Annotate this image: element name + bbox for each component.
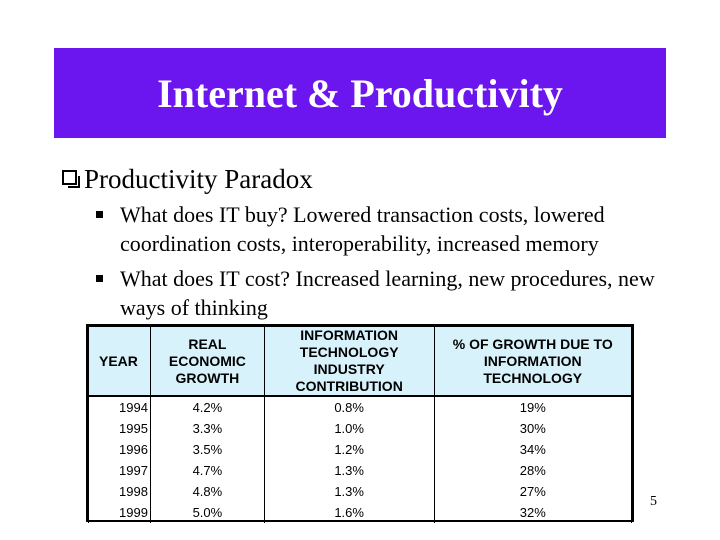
- table-row: 1997 4.7% 1.3% 28%: [88, 460, 632, 481]
- table-header-row: YEAR REAL ECONOMIC GROWTH INFORMATION TE…: [88, 326, 632, 397]
- cell-it-contribution: 1.2%: [263, 439, 435, 460]
- sub-bullet-2-text: What does IT cost? Increased learning, n…: [120, 266, 655, 320]
- cell-year: 1995: [88, 418, 151, 439]
- sub-bullet-1: What does IT buy? Lowered transaction co…: [96, 200, 676, 258]
- cell-percent-it: 27%: [433, 481, 632, 502]
- sub-bullet-2: What does IT cost? Increased learning, n…: [96, 264, 676, 322]
- main-bullet: Productivity Paradox: [62, 162, 313, 196]
- table-row: 1999 5.0% 1.6% 32%: [88, 502, 632, 523]
- cell-growth: 4.7%: [149, 460, 265, 481]
- cell-growth: 3.5%: [149, 439, 265, 460]
- header-year: YEAR: [88, 326, 151, 397]
- checkbox-bullet-icon: [62, 170, 80, 188]
- table-row: 1994 4.2% 0.8% 19%: [88, 395, 632, 418]
- main-bullet-text: Productivity Paradox: [84, 164, 313, 194]
- cell-it-contribution: 1.3%: [263, 481, 435, 502]
- cell-year: 1997: [88, 460, 151, 481]
- cell-percent-it: 30%: [433, 418, 632, 439]
- cell-growth: 5.0%: [149, 502, 265, 523]
- table-row: 1996 3.5% 1.2% 34%: [88, 439, 632, 460]
- cell-growth: 4.2%: [149, 395, 265, 418]
- square-bullet-icon: [96, 211, 103, 218]
- header-percent-growth-due-to-it: % OF GROWTH DUE TO INFORMATION TECHNOLOG…: [433, 326, 632, 397]
- cell-percent-it: 28%: [433, 460, 632, 481]
- cell-percent-it: 19%: [433, 395, 632, 418]
- table-row: 1995 3.3% 1.0% 30%: [88, 418, 632, 439]
- cell-growth: 4.8%: [149, 481, 265, 502]
- table-row: 1998 4.8% 1.3% 27%: [88, 481, 632, 502]
- cell-it-contribution: 1.6%: [263, 502, 435, 523]
- slide-number: 5: [650, 494, 657, 509]
- cell-percent-it: 34%: [433, 439, 632, 460]
- cell-it-contribution: 1.0%: [263, 418, 435, 439]
- cell-growth: 3.3%: [149, 418, 265, 439]
- slide-title-banner: Internet & Productivity: [54, 48, 666, 138]
- header-real-economic-growth: REAL ECONOMIC GROWTH: [149, 326, 265, 397]
- cell-year: 1999: [88, 502, 151, 523]
- sub-bullet-1-text: What does IT buy? Lowered transaction co…: [120, 202, 605, 256]
- it-growth-table: YEAR REAL ECONOMIC GROWTH INFORMATION TE…: [86, 324, 634, 523]
- square-bullet-icon: [96, 275, 103, 282]
- cell-percent-it: 32%: [433, 502, 632, 523]
- cell-it-contribution: 1.3%: [263, 460, 435, 481]
- cell-year: 1996: [88, 439, 151, 460]
- cell-year: 1998: [88, 481, 151, 502]
- header-it-industry-contribution: INFORMATION TECHNOLOGY INDUSTRY CONTRIBU…: [263, 326, 435, 397]
- cell-year: 1994: [88, 395, 151, 418]
- cell-it-contribution: 0.8%: [263, 395, 435, 418]
- slide-title: Internet & Productivity: [157, 70, 563, 116]
